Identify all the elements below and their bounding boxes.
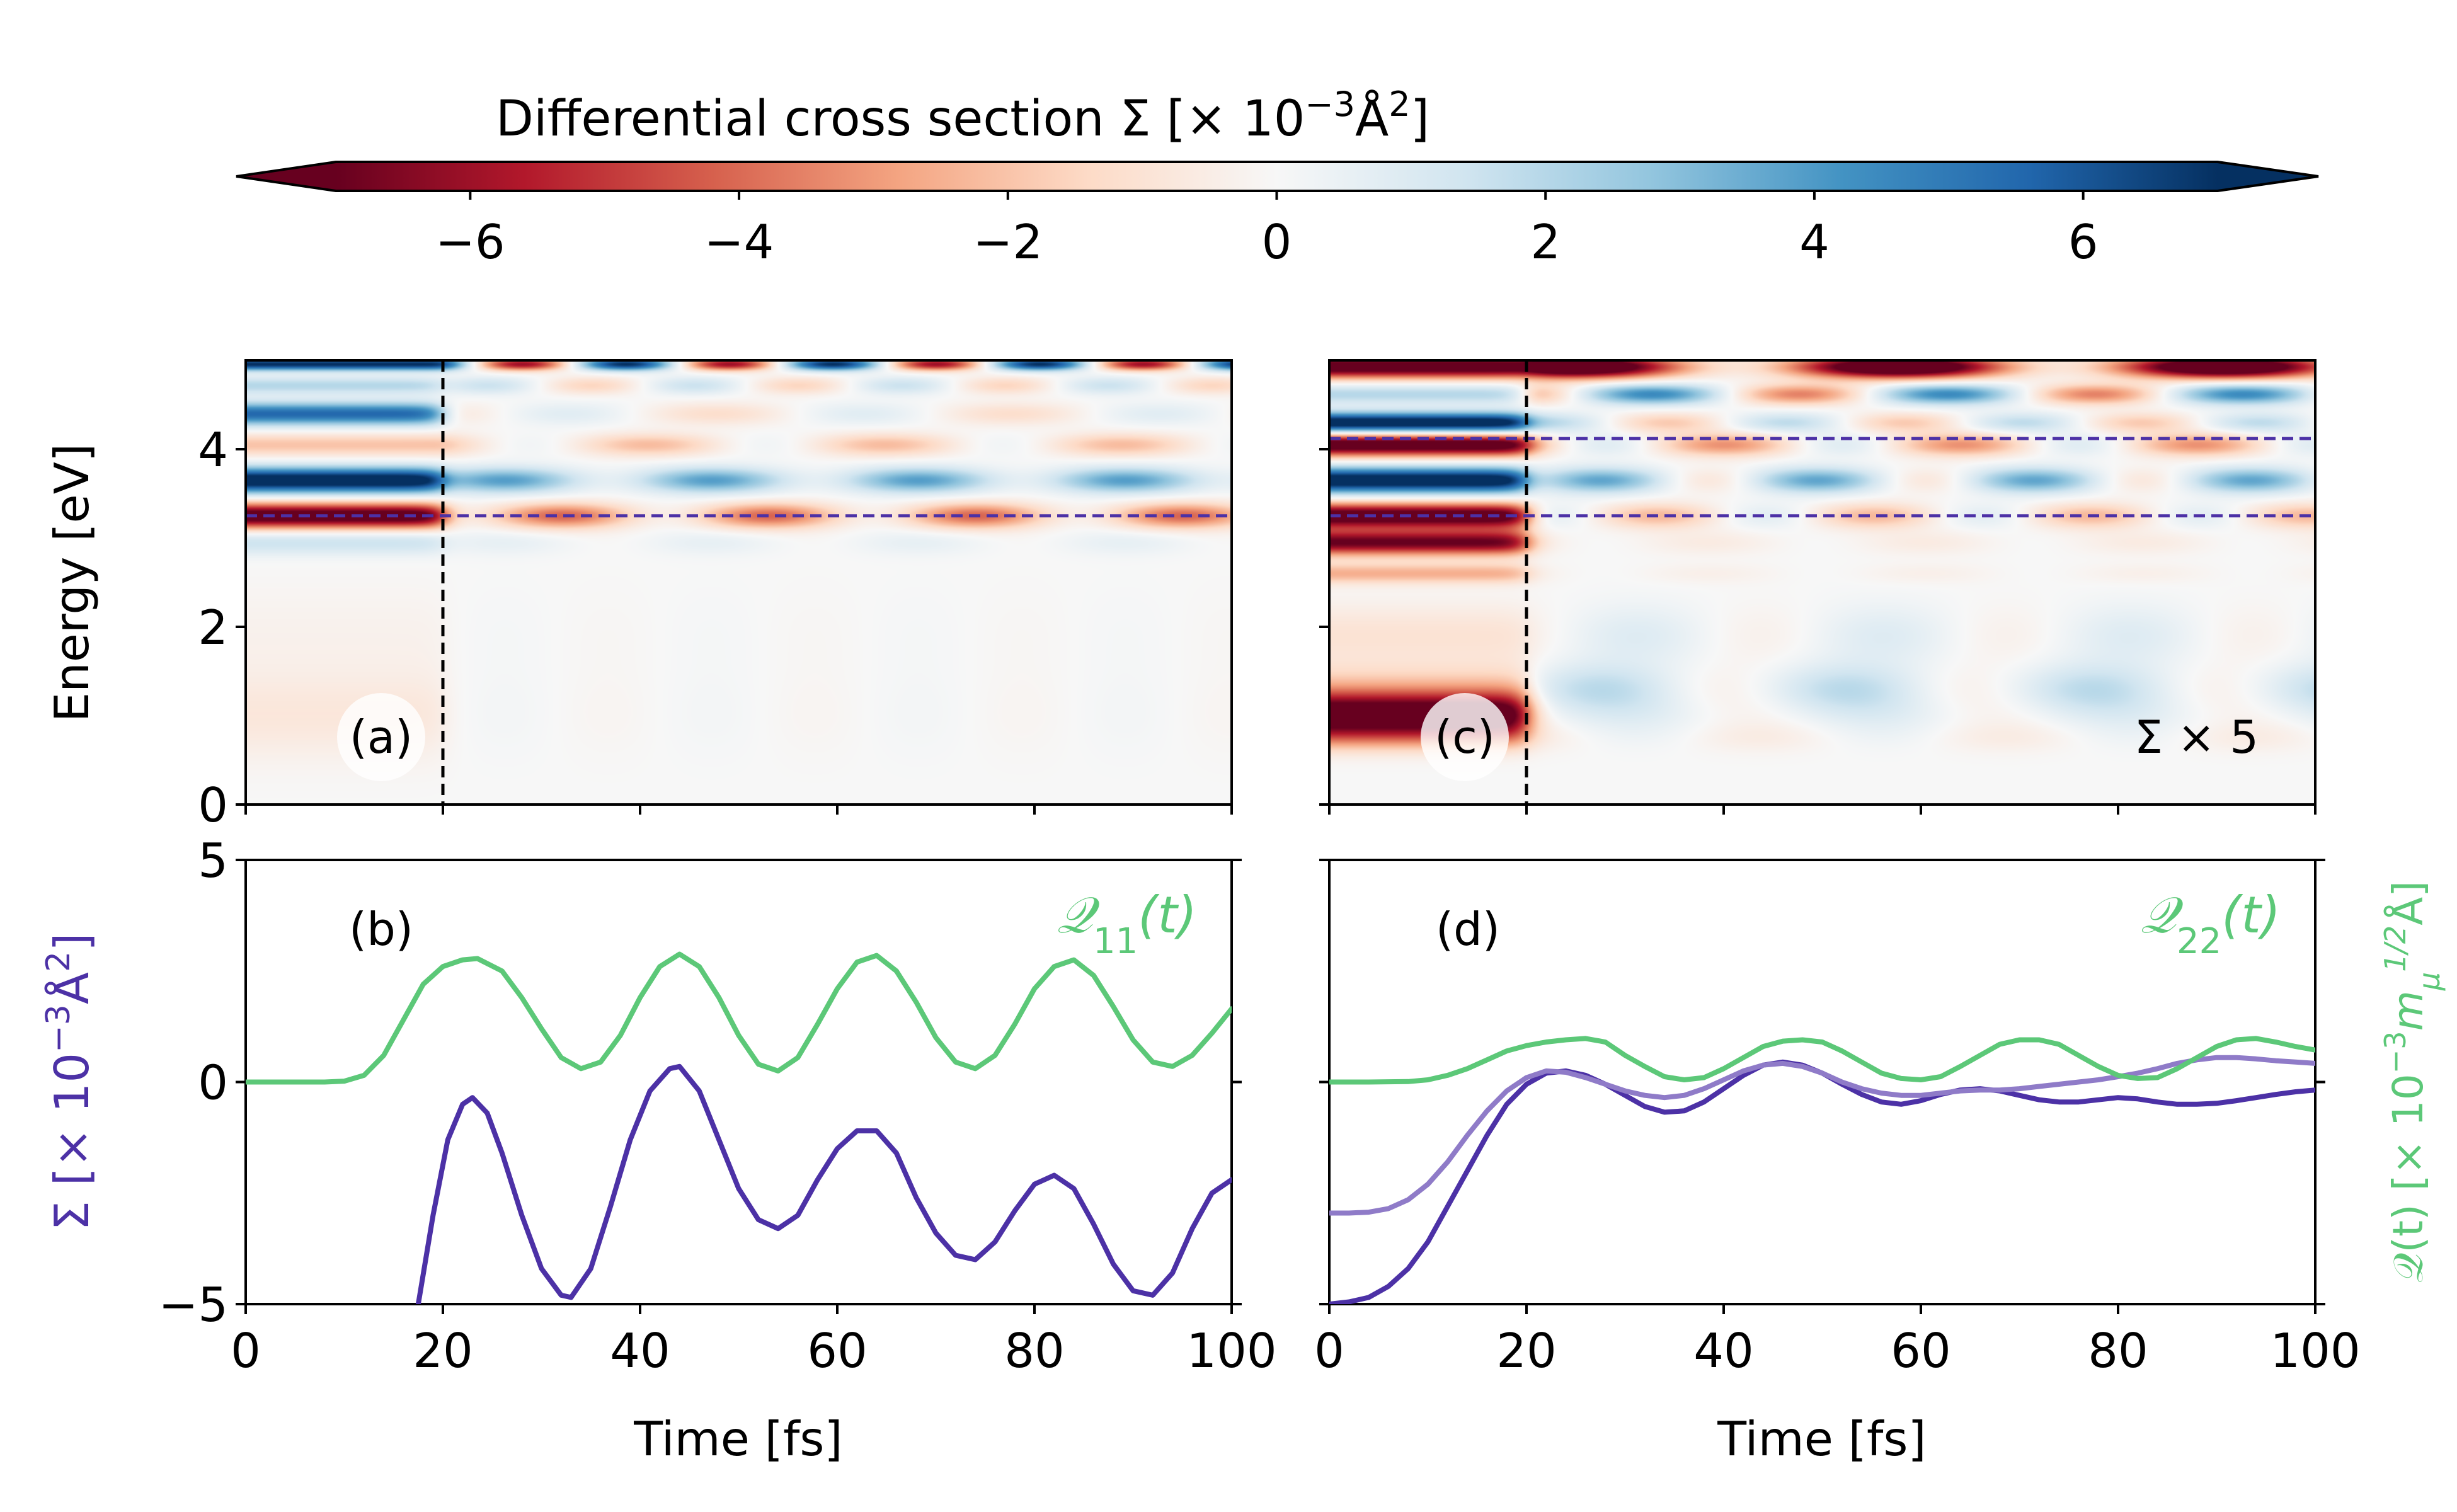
panel-a: 0 2 4 (a) — [198, 359, 1233, 833]
x-tick-label: 60 — [807, 1323, 867, 1378]
colorbar-tick-label: 0 — [1262, 214, 1292, 270]
panel-d-label: (d) — [1436, 903, 1500, 956]
panel-c-label-bg — [1421, 693, 1509, 781]
colorbar-tick-label: −4 — [704, 214, 774, 270]
panel-c-ticks — [1319, 448, 2317, 815]
colorbar: Differential cross section Σ [× 10−3Å2] … — [236, 84, 2319, 270]
y-tick-label: −5 — [158, 1277, 228, 1332]
series-line-sigma-light — [1329, 1055, 2315, 1216]
energy-axis-label: Energy [eV] — [44, 444, 100, 722]
colorbar-min-extend — [236, 162, 336, 191]
panel-c-markers — [1329, 360, 2315, 805]
y-tick-label: 2 — [198, 600, 228, 655]
x-tick-label: 60 — [1891, 1323, 1950, 1378]
panel-d-ticks: 0 20 40 60 80 100 — [1314, 859, 2361, 1378]
x-tick-label: 0 — [1314, 1323, 1344, 1378]
panel-a-label: (a) — [350, 711, 413, 764]
time-axis-label-right: Time [fs] — [1717, 1411, 1926, 1467]
colorbar-max-extend — [2218, 162, 2318, 191]
q-axis-label: 𝒬(t) [× 10−3mμ1/2Å] — [2378, 881, 2446, 1283]
series-line-sigma — [415, 1063, 1232, 1304]
y-tick-label: 0 — [198, 1055, 228, 1111]
colorbar-outline — [236, 161, 2319, 192]
colorbar-gradient — [336, 162, 2218, 191]
panel-b-label: (b) — [349, 903, 413, 956]
panel-b-q-label: 𝒬11(t) — [1057, 886, 1197, 962]
panel-d: 0 20 40 60 80 100 (d) 𝒬22(t) — [1314, 859, 2361, 1378]
panel-a-frame — [244, 359, 1233, 806]
time-axis-label-left: Time [fs] — [633, 1411, 842, 1467]
colorbar-ticks: −6 −4 −2 0 2 4 6 — [435, 191, 2099, 270]
panel-b-lines — [246, 951, 1232, 1304]
y-tick-label: 0 — [198, 777, 228, 833]
sigma-axis-label: Σ [× 10−3Å2] — [40, 933, 100, 1231]
panel-c-scale-note: Σ × 5 — [2134, 711, 2259, 764]
colorbar-tick-label: 2 — [1530, 214, 1561, 270]
colorbar-tick-label: 4 — [1799, 214, 1830, 270]
series-line-q — [246, 951, 1232, 1085]
panel-b: 0 20 40 60 80 100−505 (b) 𝒬11(t) — [158, 833, 1276, 1378]
x-tick-label: 40 — [610, 1323, 670, 1378]
panel-a-label-bg — [337, 693, 425, 781]
x-tick-label: 80 — [2088, 1323, 2148, 1378]
colorbar-tick-label: 6 — [2068, 214, 2099, 270]
panel-a-markers — [246, 360, 1232, 805]
x-tick-label: 80 — [1004, 1323, 1064, 1378]
x-tick-label: 40 — [1693, 1323, 1753, 1378]
x-tick-label: 20 — [1496, 1323, 1556, 1378]
colorbar-tick-label: −6 — [435, 214, 505, 270]
panel-c: (c) Σ × 5 — [1319, 359, 2317, 815]
panel-c-frame — [1328, 359, 2317, 806]
x-tick-label: 100 — [1186, 1323, 1276, 1378]
series-line-q — [1329, 1036, 2315, 1085]
x-tick-label: 100 — [2270, 1323, 2360, 1378]
y-tick-label: 4 — [198, 422, 228, 478]
colorbar-title: Differential cross section Σ [× 10−3Å2] — [496, 84, 1429, 148]
series-line-sigma — [1329, 1059, 2315, 1304]
x-tick-label: 0 — [231, 1323, 261, 1378]
panel-a-ticks: 0 2 4 — [198, 422, 1233, 833]
panel-d-lines — [1329, 1036, 2315, 1304]
panel-b-ticks: 0 20 40 60 80 100−505 — [158, 833, 1276, 1378]
panel-d-q-label: 𝒬22(t) — [2140, 886, 2281, 962]
y-tick-label: 5 — [198, 833, 228, 888]
colorbar-tick-label: −2 — [973, 214, 1043, 270]
x-tick-label: 20 — [413, 1323, 472, 1378]
panel-c-label: (c) — [1435, 711, 1495, 764]
